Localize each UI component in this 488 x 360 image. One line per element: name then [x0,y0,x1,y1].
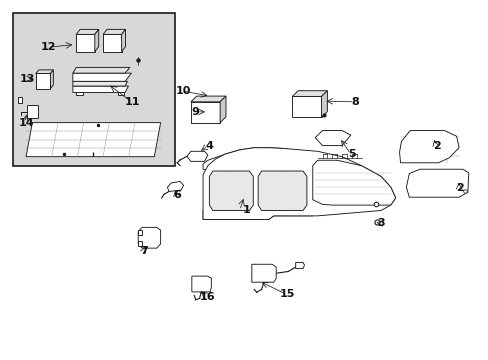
Polygon shape [95,30,99,51]
Text: 4: 4 [205,141,213,151]
Text: 5: 5 [347,149,355,159]
Polygon shape [138,230,142,235]
Text: 10: 10 [176,86,191,96]
FancyBboxPatch shape [13,13,175,166]
Text: 2: 2 [432,141,440,151]
Polygon shape [26,123,160,157]
Polygon shape [191,276,211,292]
Polygon shape [251,264,276,282]
Polygon shape [315,131,350,145]
Polygon shape [73,67,130,73]
Polygon shape [292,96,321,117]
Text: 16: 16 [200,292,215,302]
Polygon shape [203,148,312,220]
Polygon shape [186,151,207,161]
Polygon shape [258,171,306,211]
Polygon shape [73,86,128,93]
Polygon shape [50,70,53,89]
Polygon shape [36,73,50,89]
Polygon shape [18,97,22,103]
Polygon shape [167,181,183,192]
Text: 13: 13 [20,74,35,84]
Polygon shape [209,171,253,211]
Polygon shape [76,35,95,51]
Polygon shape [220,96,225,123]
Text: 2: 2 [455,183,463,193]
Polygon shape [203,148,395,220]
Text: 11: 11 [124,97,140,107]
Polygon shape [399,131,458,163]
Polygon shape [312,160,395,205]
Polygon shape [190,96,225,102]
Polygon shape [73,81,127,86]
Text: 12: 12 [41,42,56,52]
Polygon shape [292,91,327,96]
Polygon shape [295,262,304,269]
Polygon shape [122,30,125,51]
Text: 7: 7 [141,246,148,256]
Polygon shape [76,93,82,95]
Text: 15: 15 [279,289,294,299]
Polygon shape [138,227,160,248]
Text: 3: 3 [376,218,384,228]
Polygon shape [190,102,220,123]
Text: 9: 9 [191,107,199,117]
Polygon shape [27,105,38,118]
Polygon shape [36,70,53,73]
Polygon shape [138,241,142,246]
Text: 6: 6 [173,190,181,200]
Polygon shape [118,93,123,95]
Text: 14: 14 [18,118,34,128]
Polygon shape [321,91,327,117]
Polygon shape [73,73,131,81]
Text: 1: 1 [243,206,250,216]
Text: 8: 8 [351,97,359,107]
Polygon shape [406,169,468,197]
Polygon shape [103,30,125,35]
Polygon shape [76,30,99,35]
Polygon shape [103,35,122,51]
